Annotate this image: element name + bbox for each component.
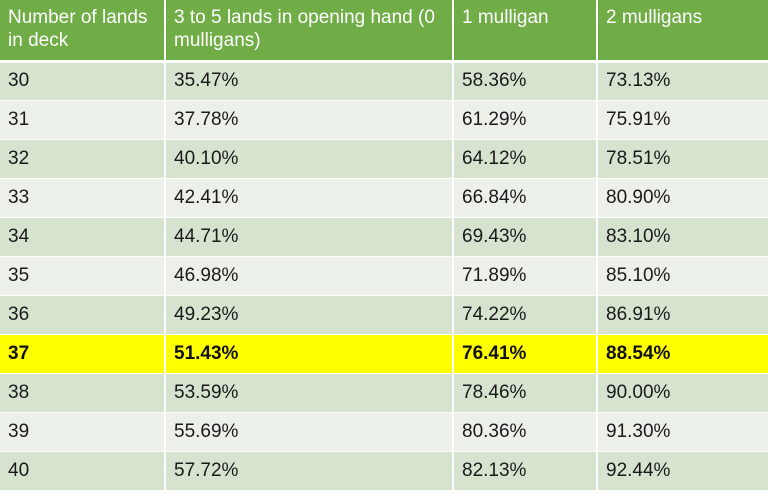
cell-one-mulligan: 64.12% [453,139,598,179]
cell-zero-mulligans: 40.10% [165,139,454,179]
cell-zero-mulligans: 51.43% [165,334,454,374]
table-row: 30 35.47% 58.36% 73.13% [0,61,768,101]
cell-zero-mulligans: 44.71% [165,217,454,257]
cell-lands: 39 [0,412,166,452]
table-row: 33 42.41% 66.84% 80.90% [0,178,768,218]
cell-two-mulligans: 83.10% [597,217,768,257]
header-two-mulligans: 2 mulligans [597,0,768,63]
cell-two-mulligans: 75.91% [597,100,768,140]
cell-one-mulligan: 76.41% [453,334,598,374]
cell-lands: 36 [0,295,166,335]
cell-two-mulligans: 86.91% [597,295,768,335]
cell-one-mulligan: 78.46% [453,373,598,413]
table-row: 32 40.10% 64.12% 78.51% [0,139,768,179]
header-row: Number of lands in deck 3 to 5 lands in … [0,0,768,63]
cell-one-mulligan: 58.36% [453,61,598,101]
cell-zero-mulligans: 46.98% [165,256,454,296]
cell-two-mulligans: 92.44% [597,451,768,491]
cell-zero-mulligans: 37.78% [165,100,454,140]
cell-lands: 31 [0,100,166,140]
cell-two-mulligans: 88.54% [597,334,768,374]
cell-one-mulligan: 71.89% [453,256,598,296]
cell-zero-mulligans: 57.72% [165,451,454,491]
cell-zero-mulligans: 35.47% [165,61,454,101]
cell-lands: 35 [0,256,166,296]
table-row: 40 57.72% 82.13% 92.44% [0,451,768,491]
cell-two-mulligans: 80.90% [597,178,768,218]
table-row: 36 49.23% 74.22% 86.91% [0,295,768,335]
cell-zero-mulligans: 53.59% [165,373,454,413]
header-zero-mulligans: 3 to 5 lands in opening hand (0 mulligan… [165,0,454,63]
cell-two-mulligans: 85.10% [597,256,768,296]
header-lands-in-deck: Number of lands in deck [0,0,166,63]
table-row: 31 37.78% 61.29% 75.91% [0,100,768,140]
cell-one-mulligan: 82.13% [453,451,598,491]
cell-zero-mulligans: 42.41% [165,178,454,218]
cell-lands: 37 [0,334,166,374]
table-row: 34 44.71% 69.43% 83.10% [0,217,768,257]
table-row: 39 55.69% 80.36% 91.30% [0,412,768,452]
cell-one-mulligan: 69.43% [453,217,598,257]
cell-lands: 38 [0,373,166,413]
cell-zero-mulligans: 49.23% [165,295,454,335]
cell-lands: 34 [0,217,166,257]
cell-zero-mulligans: 55.69% [165,412,454,452]
cell-one-mulligan: 61.29% [453,100,598,140]
cell-two-mulligans: 90.00% [597,373,768,413]
table-row: 38 53.59% 78.46% 90.00% [0,373,768,413]
cell-lands: 32 [0,139,166,179]
table-row: 35 46.98% 71.89% 85.10% [0,256,768,296]
cell-lands: 30 [0,61,166,101]
table-row: 37 51.43% 76.41% 88.54% [0,334,768,374]
table-body: 30 35.47% 58.36% 73.13% 31 37.78% 61.29% 75.91%… [0,61,768,491]
cell-lands: 33 [0,178,166,218]
cell-two-mulligans: 73.13% [597,61,768,101]
cell-lands: 40 [0,451,166,491]
cell-one-mulligan: 80.36% [453,412,598,452]
cell-two-mulligans: 91.30% [597,412,768,452]
cell-two-mulligans: 78.51% [597,139,768,179]
cell-one-mulligan: 66.84% [453,178,598,218]
cell-one-mulligan: 74.22% [453,295,598,335]
header-one-mulligan: 1 mulligan [453,0,598,63]
